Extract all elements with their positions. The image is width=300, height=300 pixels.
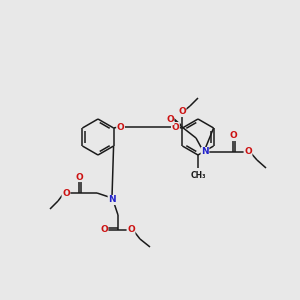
Text: O: O (117, 122, 124, 131)
Text: N: N (108, 196, 116, 205)
Text: O: O (172, 122, 179, 131)
Text: N: N (201, 148, 209, 157)
Text: O: O (127, 226, 135, 235)
Text: CH₃: CH₃ (190, 171, 206, 180)
Text: O: O (100, 226, 108, 235)
Text: O: O (166, 116, 174, 124)
Text: O: O (62, 188, 70, 197)
Text: O: O (178, 107, 186, 116)
Text: O: O (229, 131, 237, 140)
Text: O: O (244, 148, 252, 157)
Text: O: O (75, 172, 83, 182)
